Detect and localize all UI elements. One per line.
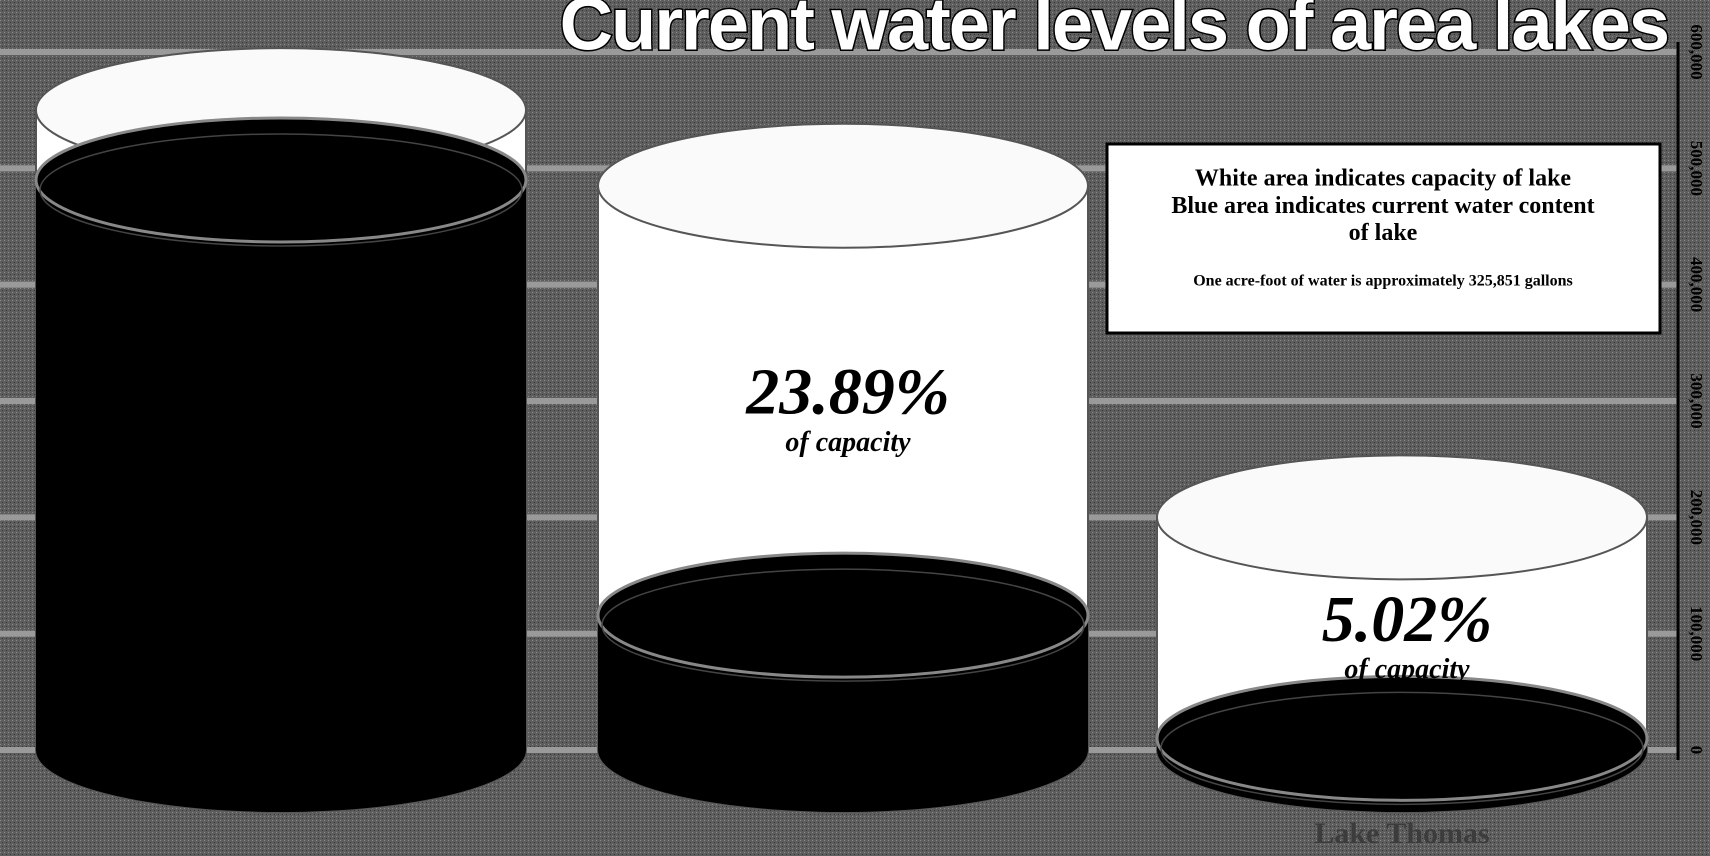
y-tick-label: 200,000 xyxy=(1687,490,1706,545)
legend-note: One acre-foot of water is approximately … xyxy=(1193,273,1573,290)
percent-label: 5.02% xyxy=(1322,583,1492,656)
y-tick-label: 400,000 xyxy=(1687,257,1706,312)
percent-caption: of capacity xyxy=(1344,654,1470,685)
water-top xyxy=(36,118,526,242)
y-tick-label: 500,000 xyxy=(1687,141,1706,196)
legend-line: White area indicates capacity of lake xyxy=(1195,166,1572,192)
water-bar xyxy=(36,180,526,750)
x-tick-label: Lake Thomas xyxy=(1314,817,1489,850)
percent-caption: of capacity xyxy=(785,427,911,458)
capacity-top xyxy=(598,124,1088,248)
y-tick-label: 600,000 xyxy=(1687,24,1706,79)
percent-label: 23.89% xyxy=(745,356,949,429)
y-tick-label: 100,000 xyxy=(1687,606,1706,661)
chart-title: Current water levels of area lakes xyxy=(560,0,1668,66)
water-top xyxy=(598,553,1088,677)
y-tick-label: 300,000 xyxy=(1687,373,1706,428)
y-tick-label: 0 xyxy=(1687,746,1706,755)
chart: White area indicates capacity of lake Bl… xyxy=(0,0,1710,856)
water-top xyxy=(1157,676,1647,800)
capacity-top xyxy=(1157,455,1647,579)
